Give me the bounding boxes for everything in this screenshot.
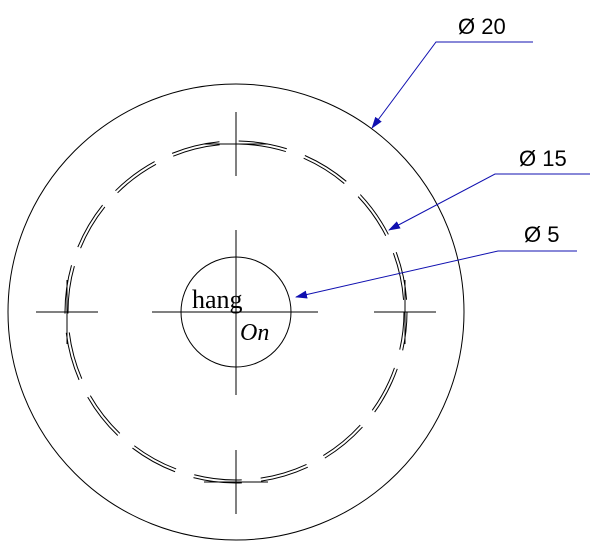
dimension-label: Ø 20	[458, 14, 506, 39]
outer-circle	[7, 83, 465, 541]
dimension-label: Ø 15	[519, 146, 567, 171]
dimension-label: Ø 5	[524, 222, 559, 247]
logo-top: hang	[192, 285, 243, 314]
logo-bottom: On	[240, 320, 269, 346]
leader	[371, 41, 533, 129]
leader	[388, 173, 590, 231]
leader	[295, 250, 577, 299]
center-marks	[36, 112, 436, 514]
leaders	[295, 41, 590, 299]
